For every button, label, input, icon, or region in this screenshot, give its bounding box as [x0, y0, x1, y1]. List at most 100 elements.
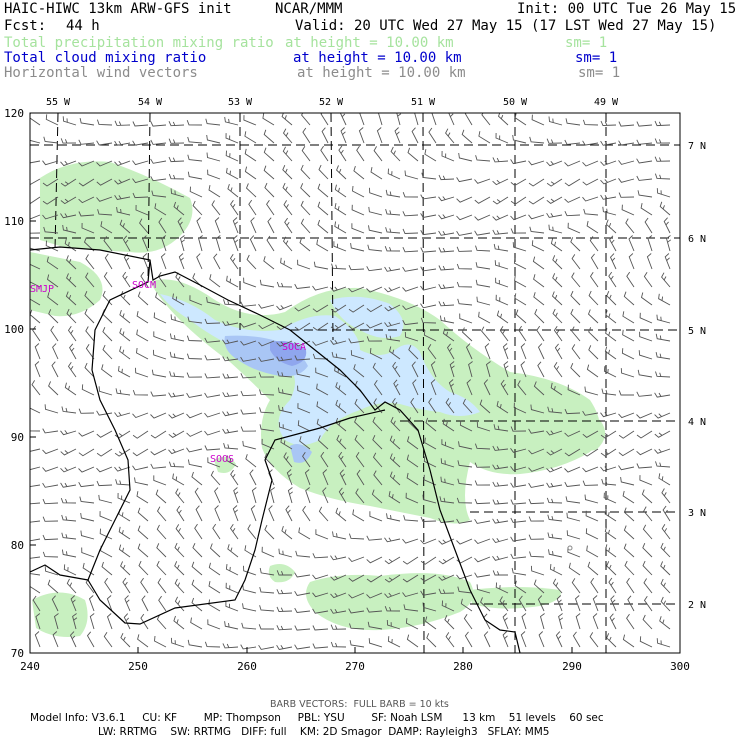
wind-barb	[438, 174, 455, 181]
wind-barb	[531, 114, 545, 126]
wind-barb	[299, 237, 311, 252]
wind-barb	[426, 633, 437, 648]
wind-barb	[204, 430, 221, 436]
wind-barb	[656, 638, 671, 648]
wind-barb	[499, 326, 509, 342]
wind-barb	[458, 152, 473, 162]
wind-barb	[174, 561, 185, 576]
wind-barb	[627, 595, 635, 612]
wind-barb	[189, 186, 203, 198]
wind-barb	[588, 345, 599, 360]
wind-barb	[348, 304, 365, 313]
wind-barb	[492, 178, 509, 186]
wind-barb	[287, 487, 293, 504]
wind-barb	[209, 274, 221, 288]
wind-barb	[384, 304, 401, 312]
wind-barb	[232, 217, 239, 234]
wind-barb	[186, 120, 203, 126]
wind-barb	[606, 633, 617, 648]
wind-barb	[461, 129, 473, 144]
wind-barb	[474, 178, 491, 184]
wind-barb	[81, 222, 95, 234]
wind-barb	[390, 146, 401, 162]
wind-barb	[214, 505, 221, 522]
wind-barb	[590, 253, 599, 270]
wind-barb	[226, 455, 239, 468]
wind-barb	[654, 412, 671, 419]
wind-barb	[403, 515, 419, 522]
x-tick-label: 280	[453, 660, 473, 673]
wind-barb	[155, 292, 167, 306]
wind-barb	[664, 253, 671, 270]
wind-barb	[72, 613, 78, 630]
wind-barb	[424, 149, 437, 162]
wind-barb	[640, 203, 653, 216]
wind-barb	[404, 170, 419, 180]
wind-barb	[582, 430, 599, 438]
wind-barb	[446, 343, 455, 360]
legend-cloud-name: Total cloud mixing ratio	[4, 50, 207, 66]
wind-barb	[492, 499, 509, 505]
wind-barb	[531, 240, 545, 252]
wind-barb	[600, 430, 617, 439]
wind-barb	[317, 435, 329, 450]
wind-barb	[444, 615, 455, 630]
wind-barb	[175, 272, 185, 288]
wind-barb	[659, 616, 671, 630]
x-tick-label: 290	[562, 660, 582, 673]
wind-barb	[89, 613, 95, 630]
wind-barb	[420, 285, 437, 291]
wind-barb	[423, 474, 437, 486]
wind-barb	[316, 401, 329, 414]
wind-barb	[618, 121, 635, 127]
wind-barb-layer	[30, 113, 672, 651]
wind-barb	[492, 464, 509, 470]
wind-barb	[122, 271, 131, 288]
wind-barb	[604, 346, 617, 360]
wind-barb	[50, 325, 59, 342]
wind-barb	[566, 530, 581, 540]
wind-barb	[474, 572, 491, 578]
wind-barb	[428, 127, 437, 144]
wind-barb	[336, 165, 347, 180]
wind-barb	[546, 212, 563, 218]
wind-barb	[263, 256, 275, 270]
wind-barb	[156, 524, 167, 540]
wind-barb	[264, 524, 275, 540]
wind-barb	[402, 574, 419, 583]
barb-note: BARB VECTORS: FULL BARB = 10 kts	[270, 699, 449, 710]
wind-barb	[63, 564, 77, 576]
wind-barb	[42, 466, 59, 472]
axis-labels: 240 250 260 270 280 290 300 70 80 90 100…	[4, 97, 706, 673]
wind-barb	[623, 291, 635, 306]
wind-barb	[78, 466, 95, 473]
wind-barb	[622, 329, 635, 342]
wind-barb	[394, 127, 401, 144]
wind-barb	[420, 317, 437, 324]
wind-barb	[555, 631, 563, 648]
wind-barb	[96, 448, 113, 457]
wind-barb	[320, 145, 329, 162]
wind-barb	[204, 445, 221, 451]
wind-barb	[312, 285, 329, 291]
wind-barb	[331, 351, 347, 360]
wind-barb	[229, 253, 239, 270]
wind-barb	[137, 291, 149, 306]
wind-barb	[366, 556, 383, 564]
wind-barb	[512, 134, 527, 144]
wind-barb	[350, 350, 365, 360]
wind-barb	[497, 113, 509, 126]
wind-barb	[510, 447, 527, 453]
wind-barb	[386, 513, 401, 522]
wind-barb	[66, 308, 77, 324]
wind-barb	[622, 311, 635, 324]
legend-precip-height: at height = 10.00 km	[285, 35, 454, 51]
wind-barb	[263, 129, 275, 144]
wind-barb	[176, 505, 185, 522]
wind-barb	[654, 120, 671, 127]
wind-barb	[536, 325, 545, 342]
organization: NCAR/MMM	[275, 1, 343, 17]
y-tick-label: 90	[11, 431, 24, 444]
wind-barb	[654, 430, 671, 438]
wind-barb	[120, 291, 131, 306]
